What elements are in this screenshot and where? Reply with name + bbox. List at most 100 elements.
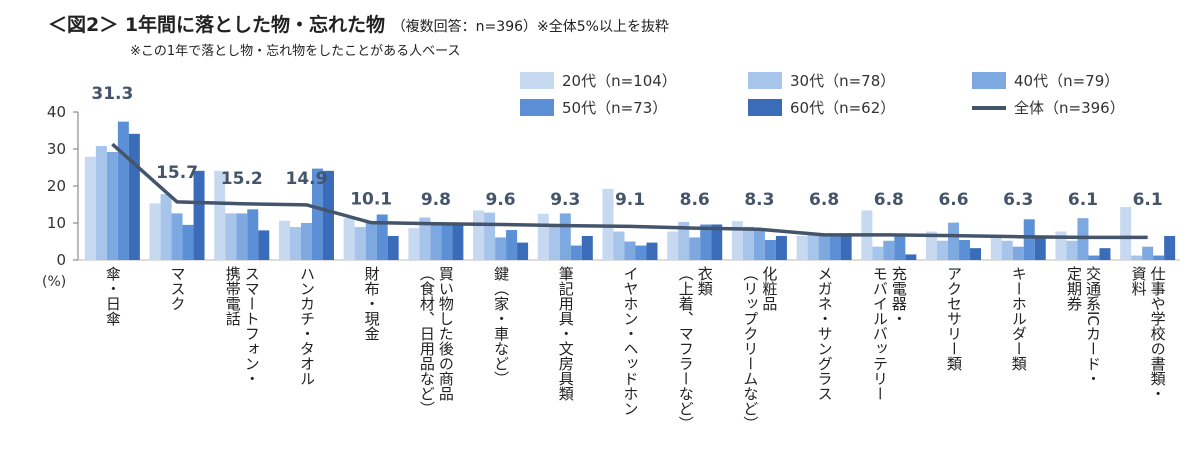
total-data-label: 6.8 bbox=[874, 190, 904, 210]
total-data-label: 6.3 bbox=[1003, 190, 1033, 210]
bar-30s bbox=[95, 146, 107, 260]
bar-40s bbox=[106, 151, 118, 260]
category-label: ハンカチ・タオル bbox=[297, 266, 316, 386]
bar-50s bbox=[570, 245, 582, 260]
bar-30s bbox=[1066, 240, 1078, 260]
bar-20s bbox=[990, 238, 1002, 260]
total-line bbox=[111, 142, 1148, 240]
bar-30s bbox=[742, 226, 754, 260]
bar-40s bbox=[883, 240, 895, 260]
category-label-line: マスク bbox=[168, 266, 187, 311]
bar-50s bbox=[1023, 219, 1035, 260]
bar-60s bbox=[128, 133, 140, 260]
category-label: 買い物した後の商品 （食材、日用品など） bbox=[417, 266, 455, 416]
bar-20s bbox=[796, 235, 808, 260]
category-label-line: （食材、日用品など） bbox=[417, 266, 436, 416]
bar-50s bbox=[764, 240, 776, 260]
bar-60s bbox=[581, 235, 593, 260]
bar-40s bbox=[365, 223, 377, 260]
category-label: 充電器・ モバイルバッテリー bbox=[870, 266, 908, 401]
bar-60s bbox=[452, 223, 464, 260]
bar-30s bbox=[1001, 240, 1013, 260]
legend-total: 全体（n=396） bbox=[972, 97, 1125, 118]
bar-30s bbox=[419, 217, 431, 260]
category-label: 筆記用具・文房具類 bbox=[556, 266, 575, 401]
bar-20s bbox=[84, 156, 96, 260]
category-label-line: （上着、マフラーなど） bbox=[676, 266, 695, 431]
bar-40s bbox=[430, 223, 442, 260]
bar-20s bbox=[926, 231, 938, 260]
category-label: キーホルダー類 bbox=[1009, 266, 1028, 371]
bar-30s bbox=[937, 240, 949, 260]
category-label-line: （リップクリームなど） bbox=[741, 266, 760, 431]
bar-50s bbox=[376, 214, 388, 260]
bar-50s bbox=[1153, 255, 1165, 260]
bar-30s bbox=[160, 194, 172, 260]
bar-30s bbox=[807, 234, 819, 260]
legend-50s: 50代（n=73） bbox=[520, 97, 667, 118]
bar-30s bbox=[872, 246, 884, 260]
category-label: イヤホン・ヘッドホン bbox=[621, 266, 640, 416]
bar-30s bbox=[225, 213, 237, 260]
y-tick-label: 10 bbox=[47, 214, 66, 232]
total-data-label: 6.1 bbox=[1068, 190, 1098, 210]
bar-60s bbox=[517, 242, 529, 260]
total-data-label: 6.1 bbox=[1133, 190, 1163, 210]
bar-50s bbox=[117, 121, 129, 261]
bar-40s bbox=[689, 237, 701, 260]
bar-50s bbox=[894, 235, 906, 260]
bar-40s bbox=[818, 234, 830, 260]
bar-50s bbox=[247, 209, 259, 260]
bar-50s bbox=[1088, 255, 1100, 260]
bar-20s bbox=[473, 210, 485, 260]
bar-60s bbox=[970, 248, 982, 260]
category-label-line: 筆記用具・文房具類 bbox=[556, 266, 575, 401]
bar-50s bbox=[959, 240, 971, 260]
category-label-line: 定期券 bbox=[1064, 266, 1083, 311]
bar-40s bbox=[300, 223, 312, 260]
category-label-line: 化粧品 bbox=[760, 266, 779, 311]
category-label: 衣類 （上着、マフラーなど） bbox=[676, 266, 714, 431]
bar-20s bbox=[408, 228, 420, 260]
chart-title: ＜図2＞ 1年間に落とした物・忘れた物 （複数回答：n=396）※全体5%以上を… bbox=[48, 10, 669, 37]
bar-60s bbox=[905, 254, 917, 260]
bar-40s bbox=[948, 222, 960, 260]
category-label-line: アクセサリー類 bbox=[945, 266, 964, 371]
bar-60s bbox=[1099, 248, 1111, 260]
y-tick-label: 40 bbox=[47, 103, 66, 121]
bar-40s bbox=[559, 213, 571, 260]
chart-note: ※この1年で落とし物・忘れ物をしたことがある人ベース bbox=[130, 44, 461, 59]
y-tick-label: 0 bbox=[56, 251, 66, 269]
bar-20s bbox=[1120, 207, 1132, 260]
bar-60s bbox=[193, 170, 205, 260]
bar-50s bbox=[311, 168, 323, 260]
category-label-line: 鍵（家・車など） bbox=[492, 266, 511, 386]
bar-60s bbox=[1034, 237, 1046, 260]
category-label-line: 傘・日傘 bbox=[103, 266, 122, 326]
total-data-label: 8.3 bbox=[744, 190, 774, 210]
bar-20s bbox=[214, 170, 226, 260]
bar-20s bbox=[278, 220, 290, 260]
bar-40s bbox=[1142, 246, 1154, 260]
category-label-line: ハンカチ・タオル bbox=[297, 266, 316, 386]
bar-50s bbox=[700, 224, 712, 260]
bar-30s bbox=[289, 227, 301, 260]
bar-40s bbox=[171, 213, 183, 260]
bar-20s bbox=[149, 203, 161, 260]
bar-40s bbox=[495, 237, 507, 260]
category-label-line: 資料 bbox=[1129, 266, 1148, 296]
y-tick-label: 30 bbox=[47, 140, 66, 158]
category-label-line: 携帯電話 bbox=[223, 266, 242, 326]
total-data-label: 9.6 bbox=[486, 190, 516, 210]
category-label: メガネ・サングラス bbox=[815, 266, 834, 401]
bar-30s bbox=[1131, 255, 1143, 260]
bar-40s bbox=[236, 213, 248, 260]
category-label-line: 買い物した後の商品 bbox=[436, 266, 455, 401]
legend-30s: 30代（n=78） bbox=[748, 70, 895, 91]
total-data-label: 15.2 bbox=[221, 169, 263, 189]
bar-20s bbox=[343, 218, 355, 260]
bar-30s bbox=[354, 227, 366, 260]
category-label: 財布・現金 bbox=[362, 266, 381, 341]
legend-60s: 60代（n=62） bbox=[748, 97, 895, 118]
